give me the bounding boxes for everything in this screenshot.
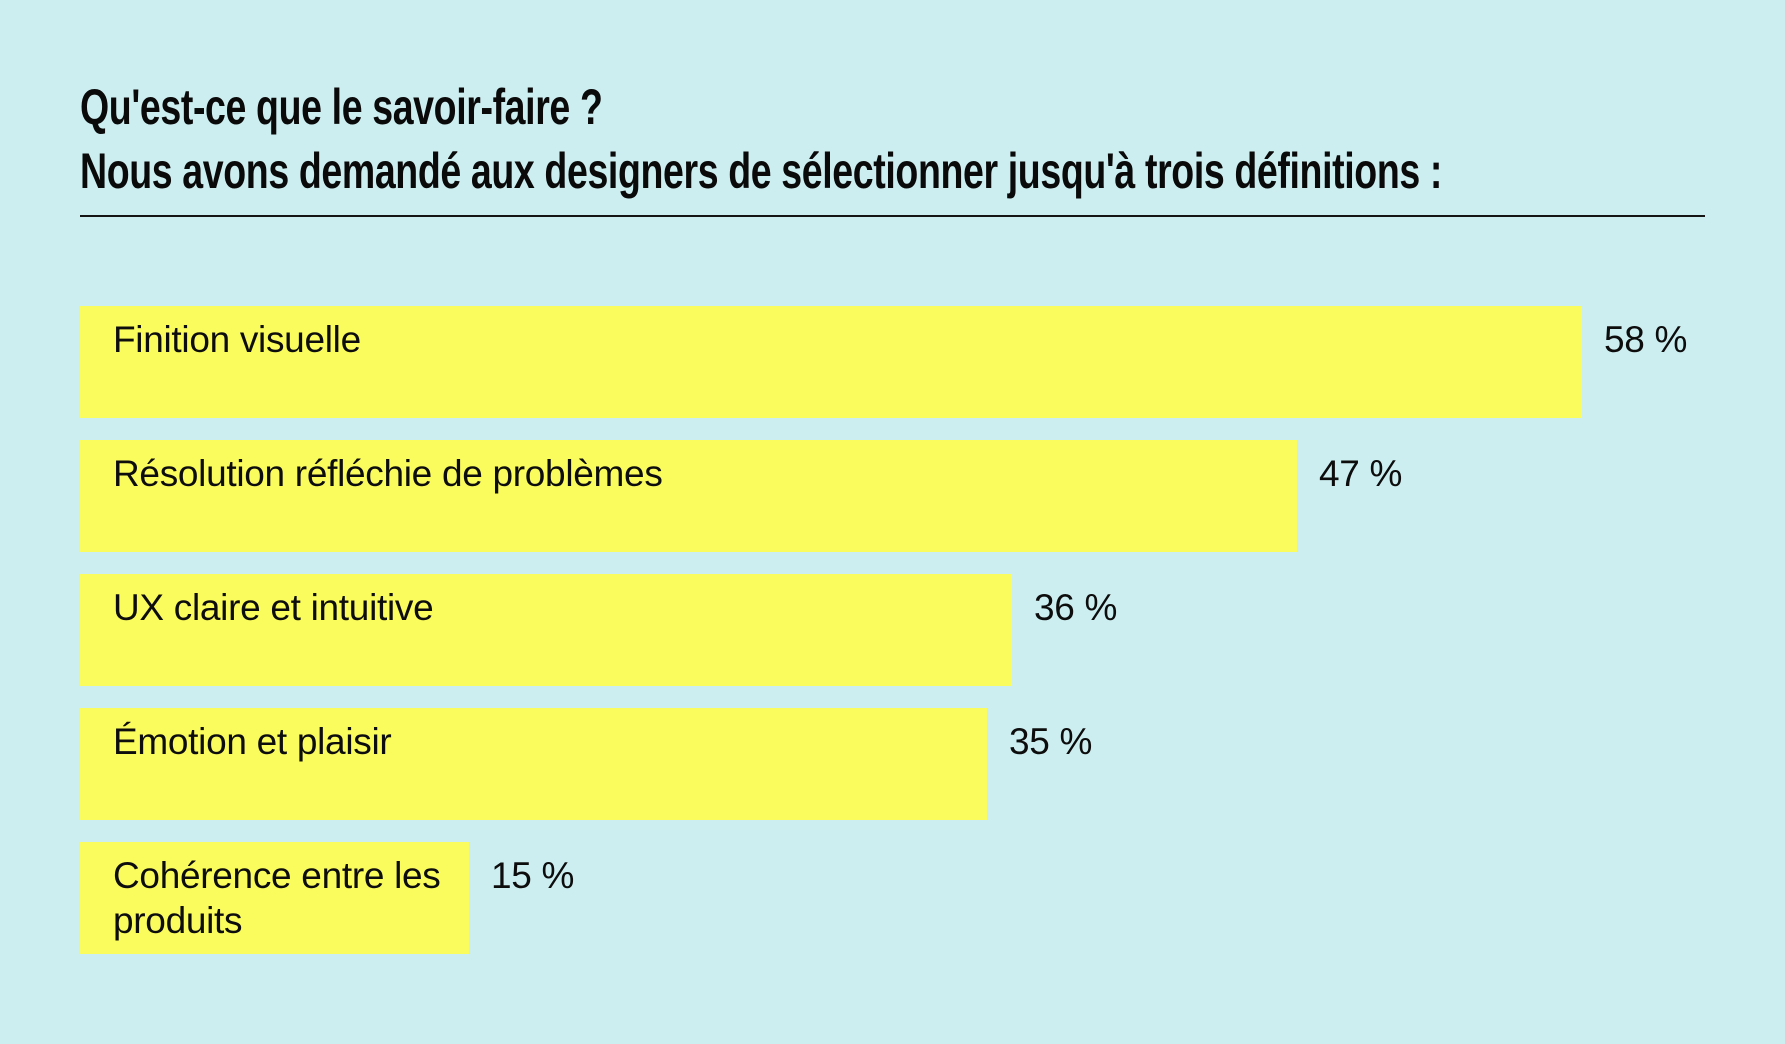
bar-row: Émotion et plaisir 35 %: [80, 708, 1705, 820]
chart-title: Qu'est-ce que le savoir-faire ?: [80, 79, 603, 135]
bar-chart: Finition visuelle 58 % Résolution réfléc…: [80, 306, 1705, 954]
bar-value: 15 %: [491, 855, 575, 896]
bar-label: Finition visuelle: [113, 319, 361, 360]
bar: Résolution réfléchie de problèmes: [80, 440, 1297, 552]
bar-label: Cohérence entre les produits: [113, 855, 441, 941]
bar-row: Cohérence entre les produits 15 %: [80, 842, 1705, 954]
bar-value: 36 %: [1034, 587, 1118, 628]
chart-title-block: Qu'est-ce que le savoir-faire ? Nous avo…: [80, 75, 1442, 203]
bar-row: Finition visuelle 58 %: [80, 306, 1705, 418]
bar-label: UX claire et intuitive: [113, 587, 434, 628]
chart-header: Qu'est-ce que le savoir-faire ? Nous avo…: [80, 75, 1705, 217]
bar-value: 58 %: [1604, 319, 1688, 360]
bar: Émotion et plaisir: [80, 708, 987, 820]
bar-value: 35 %: [1009, 721, 1093, 762]
bar: Cohérence entre les produits: [80, 842, 469, 954]
bar-row: UX claire et intuitive 36 %: [80, 574, 1705, 686]
title-divider: [80, 215, 1705, 217]
bar: Finition visuelle: [80, 306, 1582, 418]
chart-subtitle: Nous avons demandé aux designers de séle…: [80, 143, 1442, 199]
bar: UX claire et intuitive: [80, 574, 1012, 686]
bar-value: 47 %: [1319, 453, 1403, 494]
bar-label: Émotion et plaisir: [113, 721, 392, 762]
bar-row: Résolution réfléchie de problèmes 47 %: [80, 440, 1705, 552]
bar-label: Résolution réfléchie de problèmes: [113, 453, 663, 494]
